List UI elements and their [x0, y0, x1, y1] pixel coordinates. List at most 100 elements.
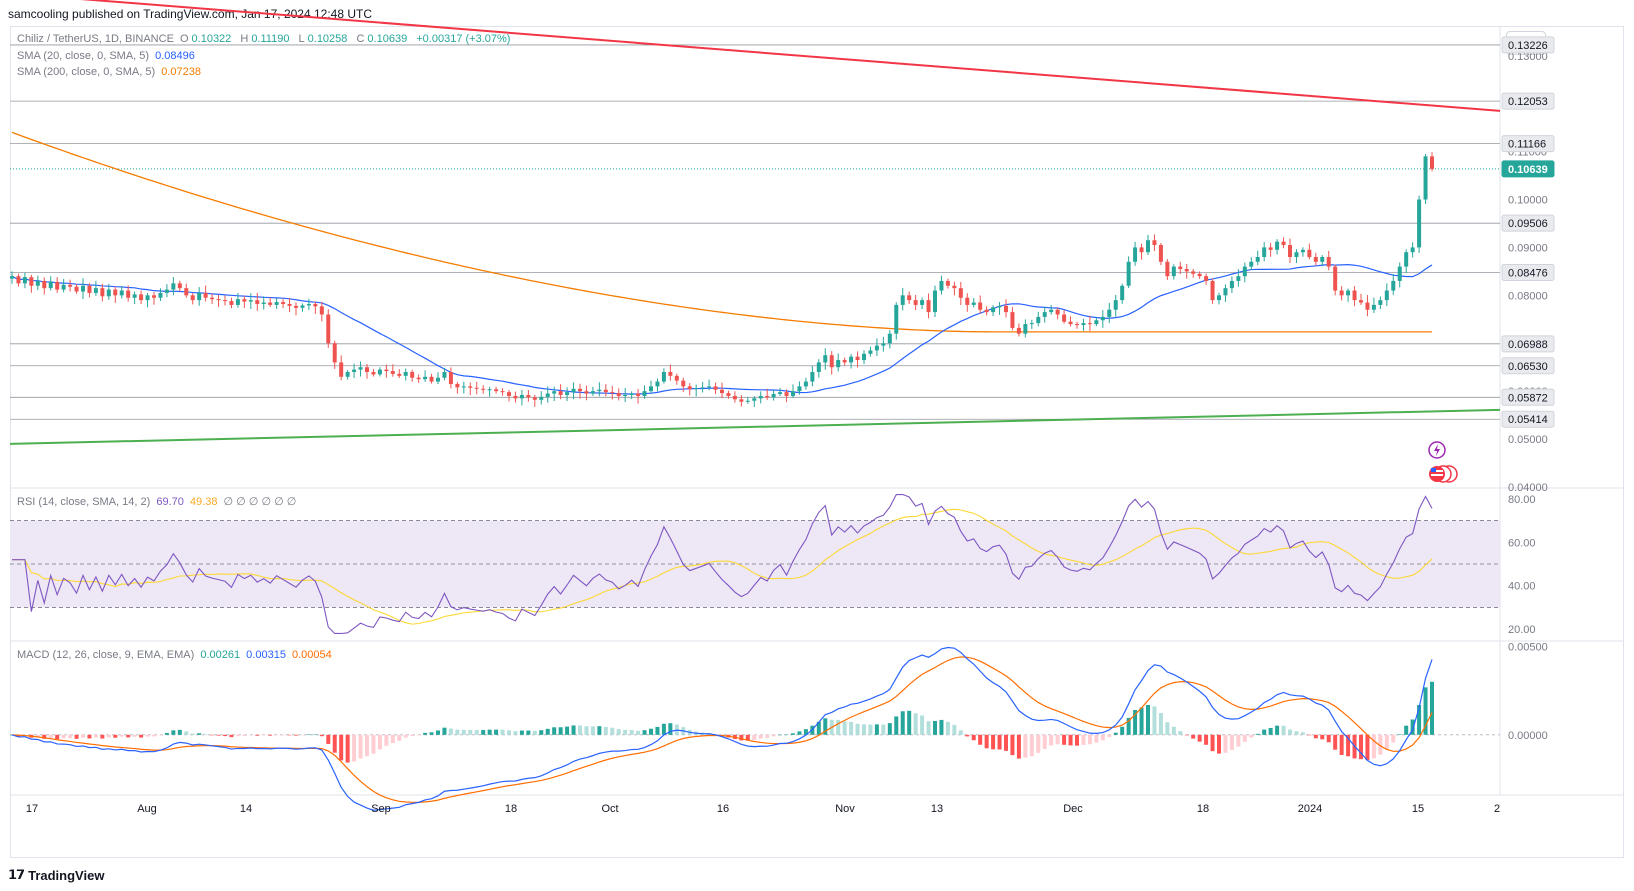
macd-histogram-bar: [306, 734, 311, 735]
sma20-legend[interactable]: SMA (20, close, 0, SMA, 5) 0.08496: [17, 50, 195, 62]
candle-body: [842, 360, 847, 363]
candle-body: [1055, 309, 1060, 315]
candle-body: [1326, 257, 1331, 267]
macd-histogram-bar: [1384, 734, 1389, 750]
macd-histogram-bar: [519, 730, 524, 735]
rsi-tick-label: 60.00: [1508, 537, 1536, 549]
tradingview-logo-icon: 𝟭𝟳: [8, 867, 25, 882]
candle-body: [216, 299, 221, 301]
macd-histogram-bar: [1275, 725, 1280, 735]
macd-histogram-bar: [1075, 734, 1079, 746]
events-flag-icon[interactable]: [1424, 441, 1464, 491]
candle-body: [100, 288, 105, 297]
candle-body: [242, 299, 247, 302]
candle-body: [126, 290, 131, 298]
macd-histogram-bar: [216, 734, 221, 736]
candle-body: [358, 367, 363, 370]
candle-body: [268, 302, 273, 305]
macd-legend[interactable]: MACD (12, 26, close, 9, EMA, EMA) 0.0026…: [17, 649, 332, 661]
candle-body: [823, 355, 828, 363]
candle-body: [913, 300, 918, 305]
macd-histogram-bar: [164, 733, 169, 735]
macd-histogram-bar: [139, 734, 144, 738]
candle-body: [803, 381, 808, 387]
candle-body: [1320, 257, 1325, 262]
candle-body: [1062, 314, 1067, 322]
macd-histogram-bar: [661, 723, 666, 735]
macd-histogram-bar: [1210, 734, 1215, 752]
candle-body: [210, 297, 215, 300]
candle-body: [177, 283, 182, 289]
candle-body: [1087, 323, 1092, 325]
macd-histogram-bar: [971, 734, 976, 741]
macd-histogram-bar: [571, 725, 576, 735]
time-tick-label: 2: [1494, 803, 1500, 815]
price-tick-label: 0.05000: [1508, 434, 1548, 446]
macd-histogram-bar: [978, 734, 983, 745]
macd-histogram-bar: [1120, 726, 1125, 735]
candle-body: [1307, 249, 1312, 257]
candle-body: [603, 389, 608, 393]
macd-histogram-bar: [119, 734, 124, 737]
macd-line-value: 0.00315: [246, 649, 286, 661]
macd-hist-value: 0.00261: [200, 649, 241, 661]
candle-body: [881, 343, 886, 346]
macd-histogram-bar: [1139, 707, 1144, 735]
candle-body: [1430, 156, 1434, 169]
event-icons[interactable]: [1424, 441, 1464, 496]
macd-histogram-bar: [313, 734, 318, 735]
macd-histogram-bar: [629, 730, 634, 735]
candle-body: [1184, 268, 1189, 272]
candle-body: [771, 394, 776, 398]
candle-body: [933, 290, 937, 313]
macd-histogram-bar: [416, 734, 421, 736]
candle-body: [1094, 320, 1099, 325]
candle-body: [1036, 316, 1041, 324]
candle-body: [745, 400, 750, 402]
macd-histogram-bar: [1042, 734, 1047, 750]
macd-histogram-bar: [468, 729, 473, 735]
candle-body: [436, 377, 440, 382]
macd-histogram-bar: [203, 734, 208, 735]
macd-histogram-bar: [190, 733, 195, 735]
macd-histogram-bar: [1055, 734, 1060, 745]
candle-body: [720, 389, 724, 394]
candle-body: [507, 392, 511, 396]
candle-body: [113, 289, 118, 296]
macd-histogram-bar: [597, 726, 602, 735]
macd-histogram-bar: [616, 729, 621, 735]
macd-histogram-bar: [984, 734, 989, 749]
rsi-legend[interactable]: RSI (14, close, SMA, 14, 2) 69.70 49.38 …: [17, 496, 297, 508]
candle-body: [1120, 285, 1125, 301]
price-level-label: 0.13226: [1508, 40, 1548, 52]
candle-body: [1333, 266, 1338, 291]
macd-histogram-bar: [868, 724, 873, 735]
footer-brand[interactable]: 𝟭𝟳 TradingView: [8, 867, 104, 883]
symbol-name[interactable]: Chiliz / TetherUS, 1D, BINANCE: [17, 33, 174, 45]
candle-body: [81, 285, 85, 292]
time-tick-label: Dec: [1063, 803, 1083, 815]
footer-logo-text: TradingView: [28, 867, 105, 883]
sma200-legend[interactable]: SMA (200, close, 0, SMA, 5) 0.07238: [17, 66, 201, 78]
candle-body: [590, 391, 595, 394]
macd-histogram-bar: [61, 734, 66, 739]
candle-body: [377, 369, 382, 375]
candle-body: [281, 302, 286, 304]
macd-histogram-bar: [1004, 734, 1008, 751]
macd-histogram-bar: [1191, 734, 1196, 739]
candle-body: [145, 295, 150, 301]
candle-body: [1146, 240, 1150, 253]
candle-body: [152, 295, 156, 298]
macd-histogram-bar: [274, 734, 279, 736]
resistance-trendline: [80, 0, 1501, 112]
rsi-extra: ∅ ∅ ∅ ∅ ∅ ∅: [223, 496, 297, 508]
macd-histogram-bar: [365, 734, 369, 757]
candle-body: [235, 299, 240, 305]
macd-histogram-bar: [345, 734, 350, 763]
time-tick-label: Oct: [601, 803, 618, 815]
candle-body: [958, 288, 963, 298]
macd-histogram-bar: [1346, 734, 1351, 757]
macd-histogram-bar: [958, 730, 963, 735]
candle-body: [558, 391, 563, 395]
